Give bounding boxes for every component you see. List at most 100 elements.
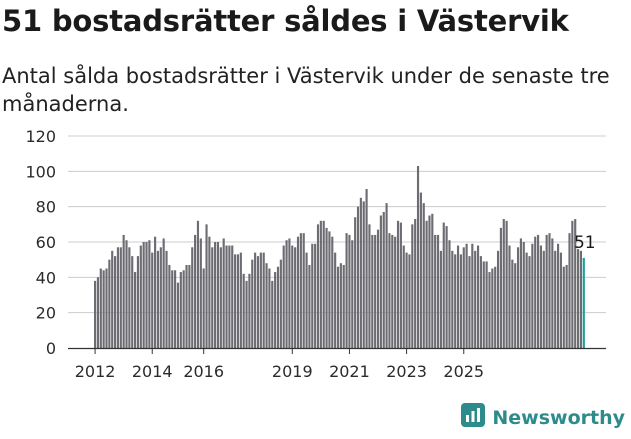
bar xyxy=(545,234,548,348)
bar xyxy=(139,245,142,348)
bar xyxy=(288,238,291,348)
bar xyxy=(171,270,174,348)
y-tick-label: 100 xyxy=(25,162,56,181)
bar xyxy=(191,247,194,348)
x-tick-label: 2014 xyxy=(132,362,173,381)
bar xyxy=(148,240,151,348)
x-tick-label: 2025 xyxy=(443,362,484,381)
bar xyxy=(514,263,517,348)
bar xyxy=(231,245,234,348)
bar xyxy=(379,215,382,348)
y-tick-label: 20 xyxy=(36,304,56,323)
bar xyxy=(185,264,188,348)
bar xyxy=(439,250,442,348)
bar xyxy=(294,247,297,348)
bar xyxy=(228,245,231,348)
x-tick-label: 2012 xyxy=(75,362,116,381)
bar xyxy=(102,270,105,348)
bar xyxy=(562,266,565,348)
bar xyxy=(465,243,468,348)
bar xyxy=(311,243,314,348)
bar xyxy=(268,268,271,348)
bar xyxy=(511,259,514,348)
bar xyxy=(254,252,257,348)
bar xyxy=(516,247,520,348)
bar xyxy=(405,252,408,348)
bar xyxy=(279,259,282,348)
bar xyxy=(342,264,345,348)
bar xyxy=(374,234,377,348)
bar xyxy=(142,242,145,348)
bar xyxy=(556,243,560,348)
bar xyxy=(402,245,405,348)
bar xyxy=(125,240,128,348)
bar xyxy=(351,240,354,348)
bar xyxy=(179,272,182,348)
bar xyxy=(525,252,528,348)
bar xyxy=(391,234,394,348)
bar xyxy=(422,203,425,348)
bar xyxy=(328,231,331,348)
bar xyxy=(199,238,202,348)
bar xyxy=(336,266,340,348)
bar xyxy=(251,259,254,348)
bars xyxy=(94,166,585,348)
bar xyxy=(345,233,348,348)
bar xyxy=(282,245,285,348)
bar xyxy=(234,254,237,348)
bar xyxy=(202,268,205,348)
bar xyxy=(274,272,277,348)
bar xyxy=(216,242,220,348)
bar xyxy=(356,206,360,348)
bar xyxy=(236,254,240,348)
bar xyxy=(502,219,505,348)
bar xyxy=(151,252,154,348)
x-tick-label: 2023 xyxy=(386,362,427,381)
y-tick-label: 60 xyxy=(36,233,56,252)
bar xyxy=(476,245,480,348)
bar xyxy=(474,250,477,348)
bar xyxy=(508,245,511,348)
newsworthy-logo-icon xyxy=(460,402,486,433)
bar xyxy=(491,268,494,348)
x-tick-label: 2016 xyxy=(183,362,224,381)
y-tick-label: 120 xyxy=(25,127,56,146)
bar xyxy=(505,220,508,348)
bar xyxy=(568,233,571,348)
bar xyxy=(208,236,211,348)
bar xyxy=(196,220,200,348)
bar xyxy=(554,250,557,348)
bar xyxy=(262,252,265,348)
bar xyxy=(245,280,248,348)
bar xyxy=(299,233,302,348)
bar xyxy=(416,166,420,348)
bar xyxy=(394,236,397,348)
bar xyxy=(214,242,217,348)
bar xyxy=(479,256,482,348)
bar xyxy=(182,270,185,348)
bar xyxy=(542,250,545,348)
bar xyxy=(239,252,242,348)
y-tick-label: 80 xyxy=(36,198,56,217)
bar xyxy=(176,282,180,348)
last-value-label: 51 xyxy=(574,233,596,253)
x-axis-ticks: 2012 2014 2016 2019 2021 2023 2025 xyxy=(75,348,484,381)
bar xyxy=(565,264,568,348)
bar xyxy=(99,268,102,348)
bar xyxy=(454,254,457,348)
bar xyxy=(448,240,451,348)
x-tick-label: 2021 xyxy=(329,362,370,381)
bar xyxy=(382,211,385,348)
bar xyxy=(271,280,274,348)
bar xyxy=(388,233,391,348)
bar xyxy=(108,259,111,348)
bar xyxy=(334,252,337,348)
bar xyxy=(122,234,125,348)
bar xyxy=(371,234,374,348)
bar xyxy=(131,256,134,348)
y-axis-ticks: 0 20 40 60 80 100 120 xyxy=(25,127,56,358)
bar xyxy=(419,192,422,348)
bar xyxy=(174,270,177,348)
y-tick-label: 40 xyxy=(36,268,56,287)
bar xyxy=(331,236,334,348)
